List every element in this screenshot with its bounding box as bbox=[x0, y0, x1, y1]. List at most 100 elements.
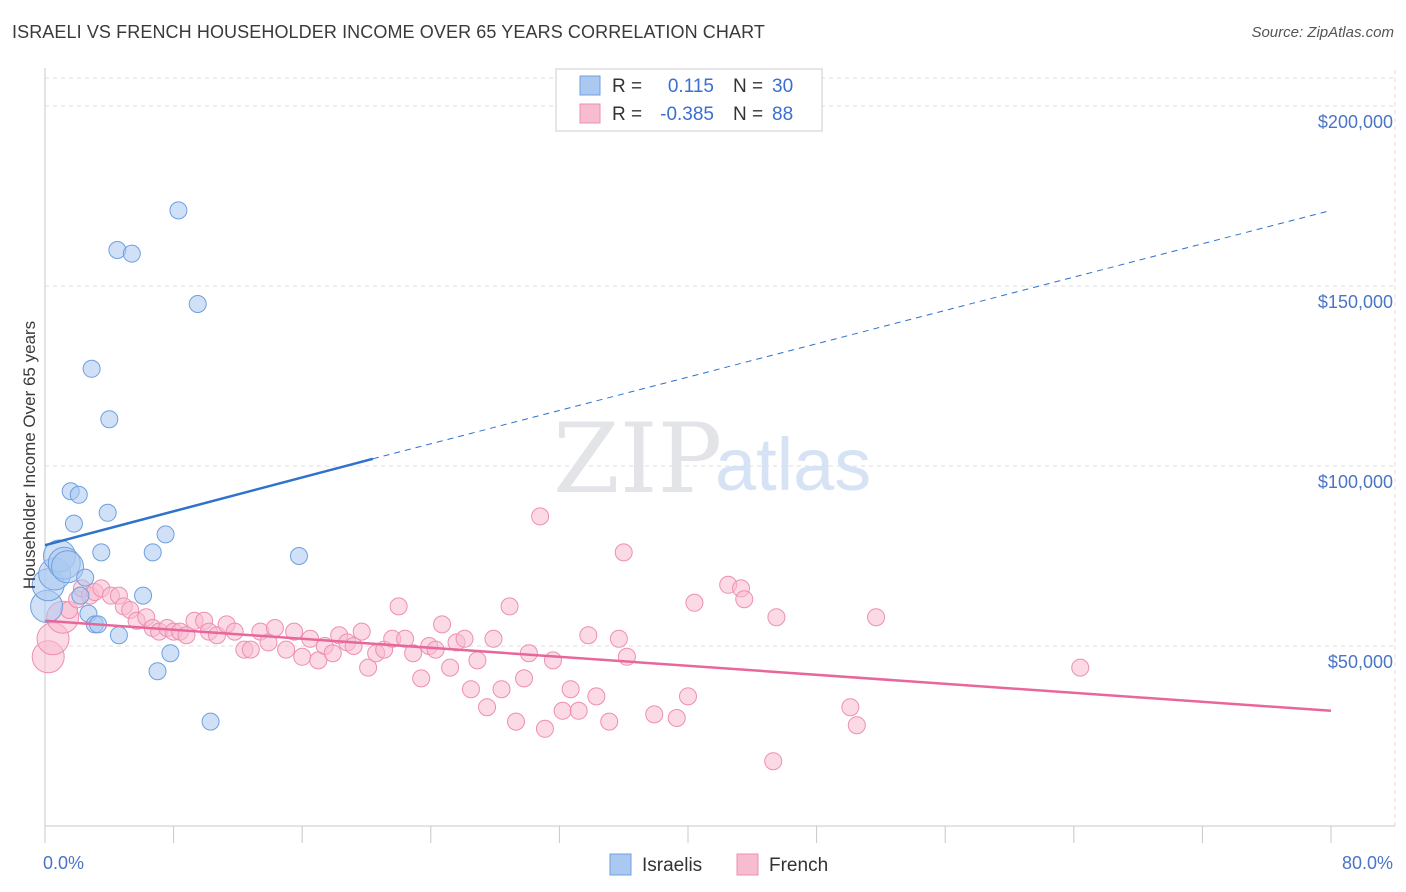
israelis-point-21 bbox=[134, 586, 153, 605]
french-point-80 bbox=[679, 687, 697, 706]
y-tick-label-3: $200,000 bbox=[1318, 112, 1393, 132]
israelis-point-28 bbox=[201, 712, 220, 731]
french-point-76 bbox=[614, 543, 633, 562]
french-point-48 bbox=[396, 629, 415, 648]
french-point-87 bbox=[841, 698, 860, 717]
french-point-58 bbox=[468, 651, 487, 670]
legend-r-value-israelis: 0.115 bbox=[668, 76, 714, 97]
series-legend-swatch-french bbox=[736, 853, 759, 876]
legend-n-value-french: 88 bbox=[772, 104, 793, 125]
legend-swatch-french bbox=[579, 103, 601, 124]
french-point-75 bbox=[609, 629, 628, 648]
axes bbox=[44, 68, 1395, 843]
french-point-89 bbox=[867, 608, 886, 627]
french-point-84 bbox=[735, 590, 754, 609]
french-point-59 bbox=[478, 698, 497, 717]
french-point-56 bbox=[455, 629, 474, 648]
french-point-81 bbox=[685, 593, 704, 612]
series-legend-swatch-israelis bbox=[609, 853, 632, 876]
french-point-34 bbox=[293, 647, 312, 666]
french-point-42 bbox=[352, 622, 371, 641]
legend-r-label-french: R = bbox=[612, 104, 642, 125]
watermark: ZIP atlas bbox=[553, 403, 871, 515]
israelis-point-7 bbox=[64, 514, 83, 533]
french-point-73 bbox=[587, 687, 606, 706]
x-tick-labels: 0.0% 80.0% bbox=[43, 853, 1393, 873]
french-point-79 bbox=[667, 709, 686, 727]
legend-n-label-french: N = bbox=[733, 104, 763, 125]
correlation-legend: R = 0.115 N = 30 R = -0.385 N = 88 bbox=[555, 68, 823, 132]
french-point-54 bbox=[441, 658, 460, 677]
french-point-63 bbox=[506, 712, 525, 731]
french-point-43 bbox=[359, 658, 378, 677]
israelis-point-8 bbox=[69, 485, 88, 504]
israelis-point-9 bbox=[71, 586, 90, 605]
y-tick-label-1: $100,000 bbox=[1318, 472, 1393, 492]
israelis-point-17 bbox=[100, 410, 119, 429]
israelis-point-16 bbox=[98, 503, 117, 522]
watermark-atlas: atlas bbox=[715, 423, 871, 506]
trend-line-french bbox=[44, 619, 1332, 713]
israelis-point-20 bbox=[122, 244, 141, 263]
french-point-60 bbox=[484, 629, 503, 648]
french-point-62 bbox=[500, 597, 519, 616]
israelis-points bbox=[30, 201, 308, 731]
legend-r-value-french: -0.385 bbox=[660, 104, 714, 125]
french-point-47 bbox=[389, 597, 408, 616]
y-tick-label-0: $50,000 bbox=[1328, 652, 1393, 672]
israelis-point-27 bbox=[188, 295, 207, 313]
french-point-28 bbox=[241, 640, 260, 659]
israelis-point-18 bbox=[109, 626, 128, 645]
french-point-31 bbox=[265, 619, 284, 637]
french-point-49 bbox=[404, 644, 423, 663]
israelis-point-12 bbox=[82, 359, 101, 378]
french-point-50 bbox=[412, 669, 431, 688]
x-tick-label-0: 0.0% bbox=[43, 853, 84, 873]
french-point-72 bbox=[579, 626, 598, 645]
french-point-78 bbox=[645, 705, 664, 724]
israelis-point-29 bbox=[289, 547, 308, 565]
french-point-71 bbox=[569, 701, 588, 720]
french-point-68 bbox=[543, 651, 562, 670]
french-point-38 bbox=[323, 644, 342, 663]
french-point-90 bbox=[1071, 658, 1090, 677]
israelis-point-26 bbox=[169, 201, 188, 220]
israelis-point-23 bbox=[148, 662, 167, 681]
israelis-point-15 bbox=[92, 543, 111, 562]
legend-n-value-israelis: 30 bbox=[772, 76, 793, 97]
legend-r-label-israelis: R = bbox=[612, 76, 642, 97]
french-point-61 bbox=[492, 680, 511, 699]
french-point-57 bbox=[461, 680, 480, 699]
series-legend-label-french: French bbox=[769, 855, 828, 876]
y-tick-label-2: $150,000 bbox=[1318, 292, 1393, 312]
french-point-66 bbox=[531, 507, 550, 526]
y-axis-title: Householder Income Over 65 years bbox=[20, 321, 39, 589]
israelis-point-25 bbox=[161, 644, 180, 663]
chart-title: ISRAELI VS FRENCH HOUSEHOLDER INCOME OVE… bbox=[12, 22, 765, 42]
french-point-33 bbox=[285, 622, 304, 641]
source-credit: Source: ZipAtlas.com bbox=[1251, 24, 1394, 41]
french-point-64 bbox=[515, 669, 534, 688]
legend-swatch-israelis bbox=[579, 75, 601, 96]
french-point-26 bbox=[225, 622, 244, 641]
french-point-74 bbox=[600, 712, 619, 731]
french-point-88 bbox=[847, 716, 866, 735]
french-point-85 bbox=[764, 752, 783, 771]
french-point-69 bbox=[553, 701, 572, 720]
israelis-point-24 bbox=[156, 525, 175, 544]
french-point-53 bbox=[433, 615, 452, 634]
trend-line-israelis bbox=[44, 457, 374, 547]
french-point-86 bbox=[767, 608, 786, 627]
french-points bbox=[31, 507, 1090, 771]
x-tick-label-1: 80.0% bbox=[1342, 853, 1393, 873]
series-legend-label-israelis: Israelis bbox=[642, 855, 702, 876]
israelis-point-22 bbox=[143, 543, 162, 562]
french-point-67 bbox=[535, 719, 554, 738]
y-tick-labels: $50,000 $100,000 $150,000 $200,000 bbox=[1318, 112, 1393, 672]
series-legend: Israelis French bbox=[609, 853, 828, 876]
french-point-32 bbox=[277, 640, 296, 659]
legend-n-label-israelis: N = bbox=[733, 76, 763, 97]
french-point-70 bbox=[561, 680, 580, 699]
trend-lines bbox=[44, 209, 1332, 713]
